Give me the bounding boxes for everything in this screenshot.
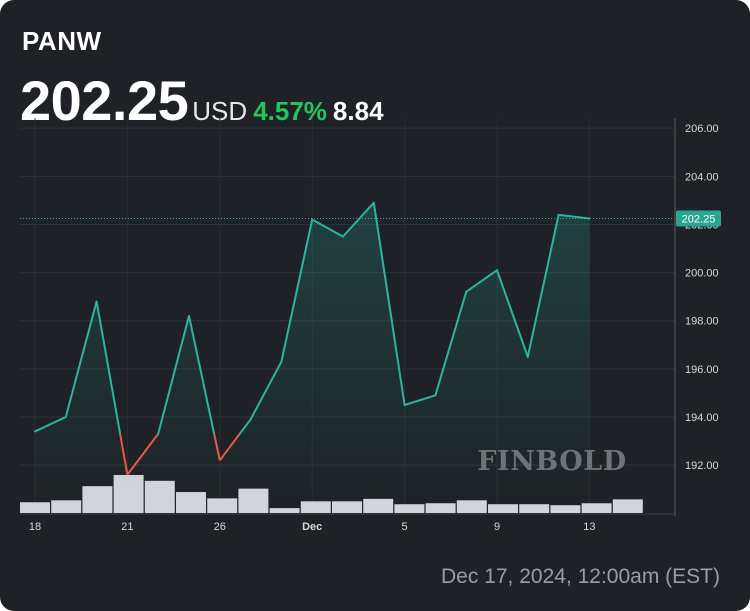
price-line-segment [249, 360, 283, 421]
price-line-segment [64, 300, 98, 419]
price-line-segment [311, 218, 344, 238]
price-line-segment [238, 418, 252, 435]
price-line-segment-down [126, 433, 159, 476]
y-tick-label: 206.00 [685, 123, 719, 135]
price-area [35, 202, 590, 515]
x-tick-label: Dec [302, 521, 322, 533]
y-tick-label: 204.00 [685, 171, 719, 183]
ticker-symbol: PANW [22, 26, 102, 56]
volume-bar [612, 499, 643, 513]
price-line-segment [526, 213, 560, 358]
x-tick-label: 18 [29, 521, 41, 533]
finbold-watermark: FINBOLD [477, 446, 626, 477]
y-tick-label: 196.00 [685, 364, 719, 376]
price-line-segment [188, 315, 216, 435]
y-tick-label: 200.00 [685, 268, 719, 280]
x-tick-label: 9 [494, 521, 500, 533]
price-line-segment-down [119, 433, 129, 475]
price-line-segment-down [219, 433, 241, 461]
x-tick-label: 13 [583, 521, 595, 533]
volume-bar [581, 503, 612, 513]
y-tick-label: 192.00 [685, 460, 719, 472]
current-price: 202.25 [20, 69, 189, 132]
price-line-segment [465, 269, 498, 293]
price-line-segment [95, 301, 122, 435]
change-absolute: 8.84 [332, 96, 384, 126]
price-row: 202.25 USD 4.57% 8.84 [20, 68, 384, 133]
price-line-segment [342, 201, 375, 238]
current-price-tag-label: 202.25 [682, 213, 716, 225]
price-line-segment [34, 416, 67, 433]
price-line-segment [557, 213, 591, 220]
y-tick-label: 198.00 [685, 316, 719, 328]
price-line-segment [157, 314, 190, 435]
price-line-segment [280, 218, 314, 363]
x-tick-label: 26 [214, 521, 226, 533]
timestamp: Dec 17, 2024, 12:00am (EST) [441, 565, 720, 588]
price-line-segment-down [213, 433, 221, 461]
price-line-segment [372, 201, 406, 406]
change-percent: 4.57% [253, 96, 327, 126]
price-line-segment [403, 394, 437, 406]
price-line-segment [434, 290, 468, 397]
x-tick-label: 5 [402, 521, 408, 533]
current-price-tag [676, 210, 721, 227]
price-line-segment [496, 269, 529, 358]
x-tick-label: 21 [121, 521, 133, 533]
y-tick-label: 194.00 [685, 412, 719, 424]
